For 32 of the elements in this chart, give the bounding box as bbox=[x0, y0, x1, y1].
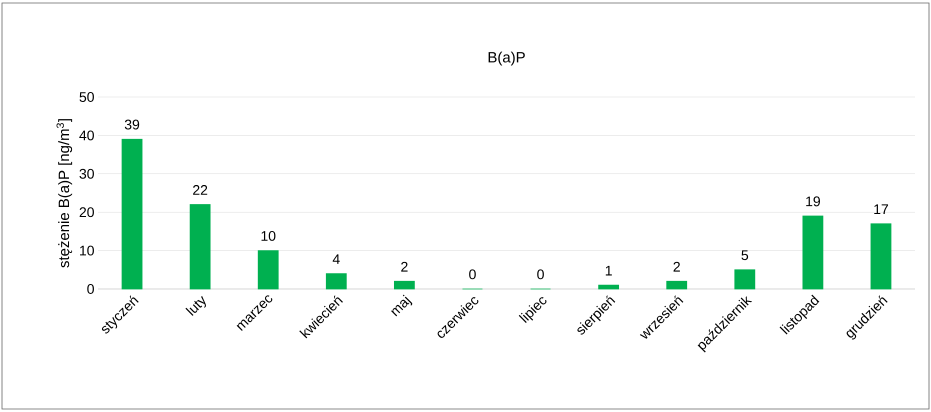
y-tick-label: 10 bbox=[80, 246, 94, 256]
data-label: 1 bbox=[606, 266, 612, 276]
data-label: 19 bbox=[806, 196, 820, 206]
data-label: 0 bbox=[537, 269, 544, 280]
chart-title: B(a)P bbox=[488, 52, 525, 66]
y-tick-label: 40 bbox=[79, 130, 94, 140]
bar bbox=[802, 216, 824, 290]
data-label: 17 bbox=[874, 204, 888, 214]
data-label: 22 bbox=[193, 185, 208, 195]
data-label: 5 bbox=[741, 250, 748, 260]
data-label: 0 bbox=[469, 269, 476, 280]
bar bbox=[666, 280, 688, 290]
y-tick-label: 0 bbox=[87, 284, 94, 294]
bar bbox=[258, 250, 279, 290]
data-label: 4 bbox=[332, 254, 340, 264]
data-label: 39 bbox=[124, 120, 140, 130]
data-label: 2 bbox=[401, 262, 408, 272]
y-tick-label: 20 bbox=[80, 207, 94, 218]
x-tick-label: maj bbox=[391, 294, 412, 316]
bar bbox=[326, 273, 347, 290]
y-axis-title: stężenie B(a)P [ng/m$^{3}$] bbox=[56, 119, 72, 268]
y-tick-label: 50 bbox=[80, 92, 94, 102]
bar bbox=[394, 280, 415, 290]
data-label: 2 bbox=[674, 262, 680, 272]
x-tick-label: luty bbox=[185, 296, 206, 316]
bar bbox=[598, 284, 620, 290]
bar bbox=[190, 204, 211, 290]
y-tick-label: 30 bbox=[80, 168, 94, 179]
bar bbox=[122, 138, 142, 290]
data-label: 10 bbox=[262, 230, 276, 241]
bar bbox=[734, 269, 756, 290]
bar bbox=[870, 223, 892, 290]
